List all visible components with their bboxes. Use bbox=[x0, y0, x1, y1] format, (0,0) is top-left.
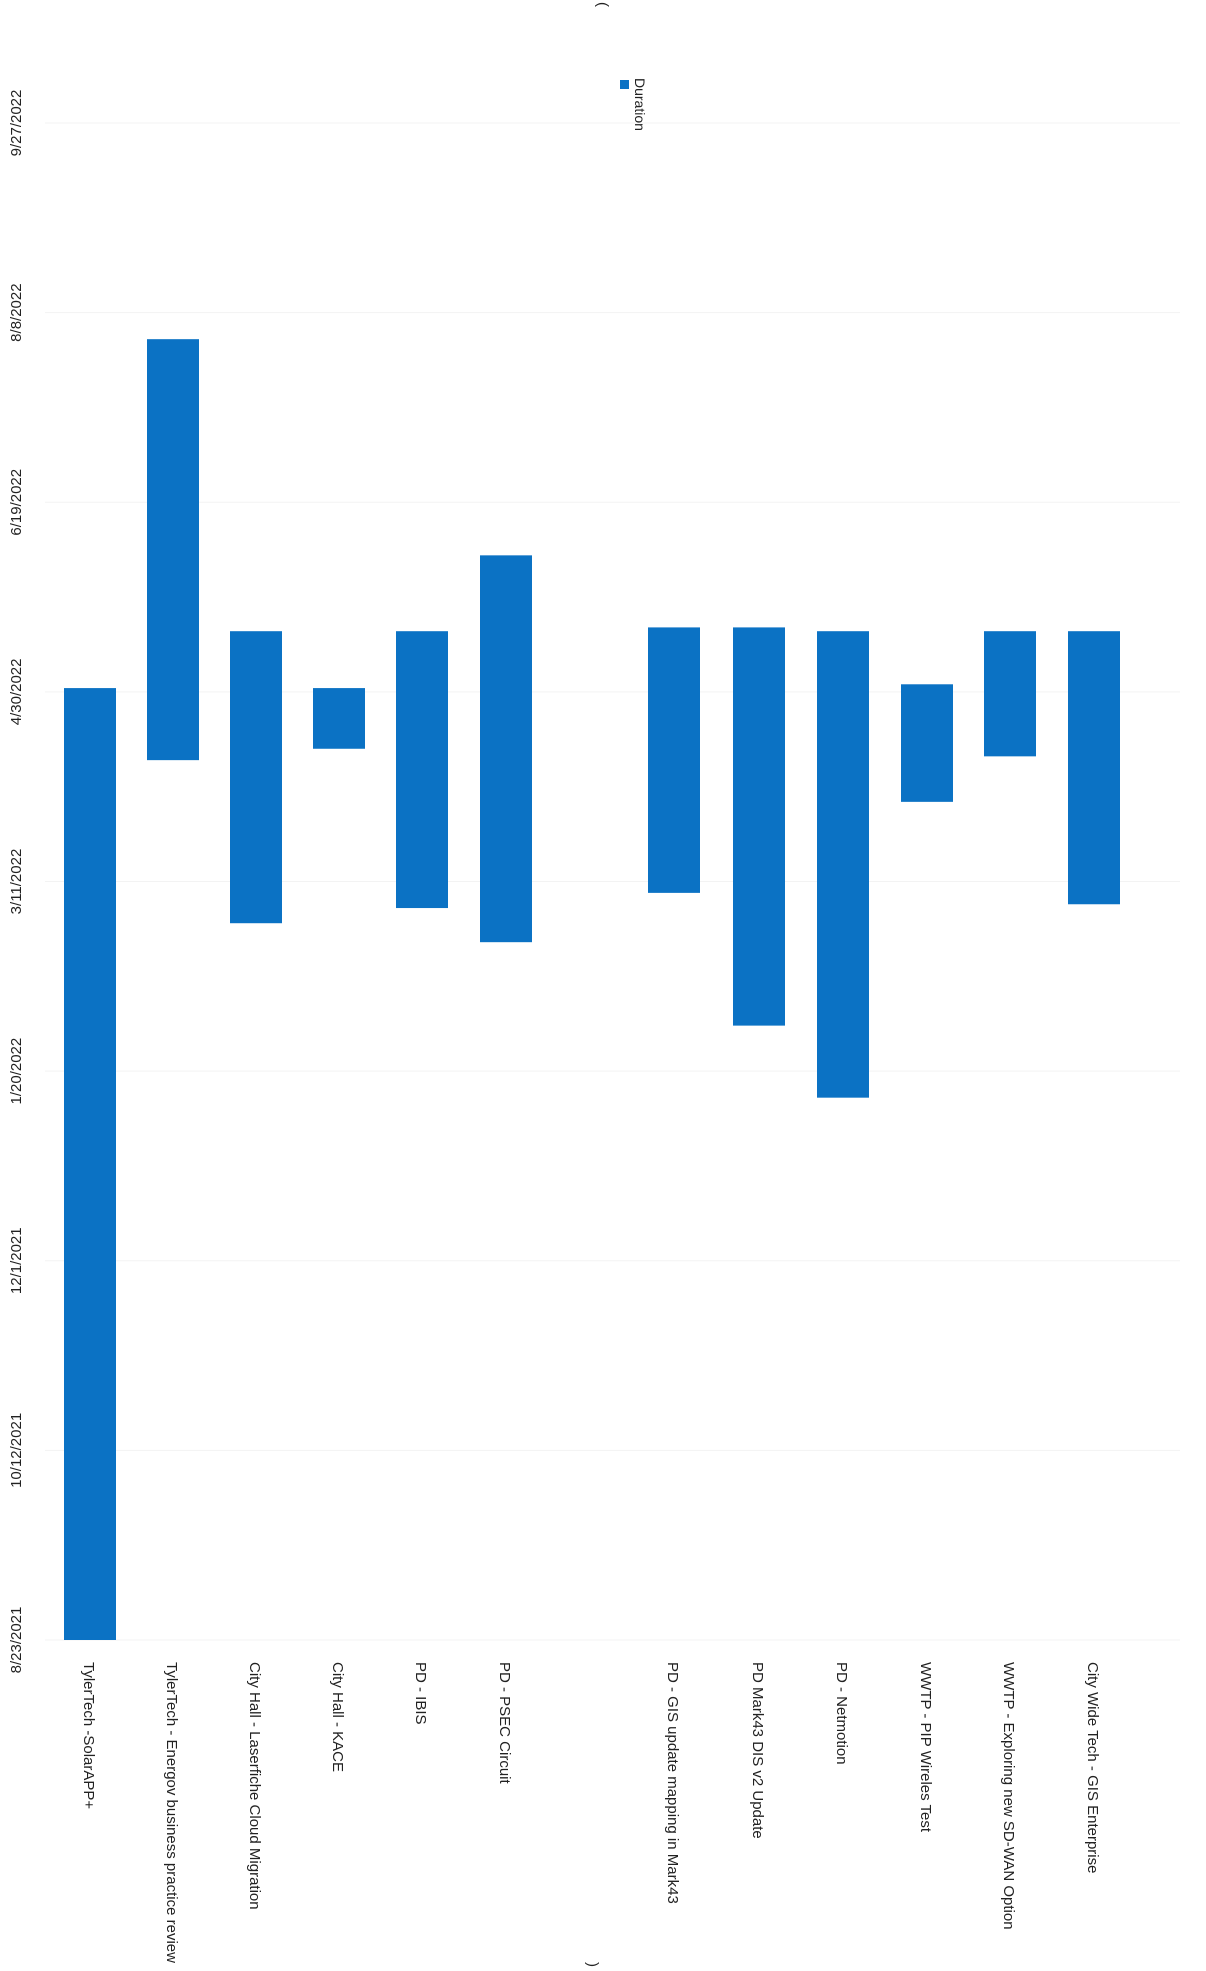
duration-bar bbox=[817, 631, 869, 1098]
x-tick-label: 6/19/2022 bbox=[8, 469, 25, 536]
x-axis-tick-labels: 8/23/2021 10/12/2021 12/1/2021 1/20/2022 3/1… bbox=[8, 90, 25, 1674]
legend: Duration bbox=[620, 78, 648, 131]
duration-bar bbox=[1068, 631, 1120, 905]
duration-bar bbox=[230, 631, 282, 924]
stray-mark-bottom: ) bbox=[584, 1962, 601, 1967]
category-label: TylerTech - Energov business practice re… bbox=[163, 1662, 180, 1963]
duration-bar bbox=[733, 627, 785, 1026]
legend-label: Duration bbox=[632, 78, 648, 131]
duration-bar bbox=[901, 684, 953, 802]
x-tick-label: 12/1/2021 bbox=[8, 1227, 25, 1294]
category-label: PD - IBIS bbox=[412, 1662, 429, 1725]
x-tick-label: 10/12/2021 bbox=[8, 1413, 25, 1488]
x-tick-label: 3/11/2022 bbox=[8, 849, 25, 915]
x-tick-label: 9/27/2022 bbox=[8, 90, 25, 157]
category-label: PD - GIS update mapping in Mark43 bbox=[664, 1662, 681, 1904]
stray-mark-top: ( bbox=[594, 2, 611, 7]
category-label: PD Mark43 DIS v2 Update bbox=[749, 1662, 766, 1839]
category-label: City Hall - KACE bbox=[329, 1662, 346, 1772]
duration-bars bbox=[64, 339, 1120, 1640]
x-tick-label: 8/23/2021 bbox=[8, 1607, 25, 1674]
category-label: WWTP - PIP Wireles Test bbox=[917, 1662, 934, 1833]
category-label: TylerTech -SolarAPP+ bbox=[80, 1662, 97, 1809]
duration-bar bbox=[313, 688, 365, 749]
duration-bar bbox=[396, 631, 448, 909]
category-label: City Hall - Laserfiche Cloud Migration bbox=[246, 1662, 263, 1910]
category-label: City Wide Tech - GIS Enterprise bbox=[1084, 1662, 1101, 1873]
x-tick-label: 1/20/2022 bbox=[8, 1038, 25, 1105]
category-label: PD - Netmotion bbox=[833, 1662, 850, 1765]
x-tick-label: 8/8/2022 bbox=[8, 283, 25, 341]
duration-bar bbox=[984, 631, 1036, 757]
category-label: PD - PSEC Circuit bbox=[496, 1662, 513, 1785]
x-tick-label: 4/30/2022 bbox=[8, 659, 25, 726]
category-label: WWTP - Exploring new SD-WAN Option bbox=[1000, 1662, 1017, 1930]
duration-bar bbox=[147, 339, 199, 761]
legend-swatch bbox=[620, 80, 629, 89]
duration-bar bbox=[64, 688, 116, 1640]
duration-bar bbox=[648, 627, 700, 893]
duration-bar bbox=[480, 555, 532, 943]
gridlines bbox=[45, 122, 1180, 1641]
category-labels: TylerTech -SolarAPP+ TylerTech - Energov … bbox=[80, 1662, 1101, 1963]
